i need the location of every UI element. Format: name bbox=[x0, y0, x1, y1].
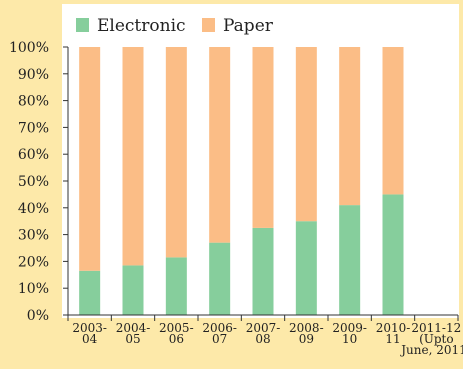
x-tick-label: 2007-08 bbox=[246, 321, 281, 346]
x-tick-label: 2004-05 bbox=[116, 321, 151, 346]
bars bbox=[79, 47, 404, 315]
x-tick-label: 2006-07 bbox=[202, 321, 237, 346]
bar-electronic-8 bbox=[382, 194, 404, 315]
x-tick-label: 2005-06 bbox=[159, 321, 194, 346]
y-tick-label: 70% bbox=[18, 120, 49, 136]
x-tick-label: 2003-04 bbox=[72, 321, 107, 346]
y-tick-label: 100% bbox=[9, 40, 49, 56]
bar-paper-5 bbox=[252, 47, 274, 228]
legend-label-paper: Paper bbox=[223, 16, 274, 36]
x-axis: 2003-04 2004-05 2005-06 2006-07 2007-08 2008-… bbox=[67, 314, 463, 357]
bar-electronic-7 bbox=[339, 205, 361, 315]
bar-electronic-1 bbox=[79, 270, 101, 315]
bar-electronic-6 bbox=[295, 221, 317, 315]
x-tick-label-line: 05 bbox=[125, 332, 140, 346]
x-tick-label-line: 2004- bbox=[116, 321, 151, 335]
x-tick-label-line: 06 bbox=[169, 332, 184, 346]
x-tick-label-line: 2005- bbox=[159, 321, 194, 335]
bar-electronic-4 bbox=[209, 242, 231, 315]
x-tick-label-line: 2011-12 bbox=[411, 321, 461, 335]
y-tick-label: 60% bbox=[18, 147, 49, 163]
x-tick-label-line: 2008- bbox=[289, 321, 324, 335]
y-tick-label: 90% bbox=[18, 67, 49, 83]
x-tick-label-line: 10 bbox=[342, 332, 357, 346]
bar-paper-3 bbox=[165, 47, 187, 258]
x-tick-label-line: 2007- bbox=[246, 321, 281, 335]
legend-swatch-paper bbox=[202, 18, 215, 32]
x-tick-label-line: 04 bbox=[82, 332, 98, 346]
y-tick-label: 80% bbox=[18, 94, 49, 110]
bar-paper-6 bbox=[295, 47, 317, 222]
x-tick-label-line: (Upto bbox=[419, 332, 454, 346]
bar-paper-8 bbox=[382, 47, 404, 195]
bar-electronic-5 bbox=[252, 227, 274, 315]
bar-paper-2 bbox=[122, 47, 144, 266]
x-tick-label: 2008-09 bbox=[289, 321, 324, 346]
x-tick-label-line: 09 bbox=[299, 332, 314, 346]
y-axis: 0% 10% 20% 30% 40% 50% 60% 70% 80% 90% 100% bbox=[9, 40, 69, 324]
legend-swatch-electronic bbox=[76, 18, 89, 32]
y-tick-label: 30% bbox=[18, 228, 49, 244]
bar-electronic-3 bbox=[165, 257, 187, 315]
y-tick-label: 40% bbox=[18, 201, 49, 217]
y-tick-label: 20% bbox=[18, 254, 49, 270]
y-tick-label: 10% bbox=[18, 281, 49, 297]
x-tick-label-line: 2009- bbox=[332, 321, 367, 335]
x-tick-label-line: 2003- bbox=[72, 321, 107, 335]
x-tick-label: 2010-11 bbox=[376, 321, 411, 346]
x-tick-label-line: 07 bbox=[212, 332, 227, 346]
bar-paper-4 bbox=[209, 47, 231, 243]
x-tick-label-line: June, 2011) bbox=[399, 343, 463, 357]
x-tick-label-line: 2006- bbox=[202, 321, 237, 335]
x-tick-label-line: 11 bbox=[385, 332, 400, 346]
bar-electronic-2 bbox=[122, 265, 144, 315]
bar-paper-7 bbox=[339, 47, 361, 206]
x-tick-label: 2009-10 bbox=[332, 321, 367, 346]
y-tick-label: 50% bbox=[18, 174, 49, 190]
x-tick-label-line: 08 bbox=[255, 332, 270, 346]
bar-paper-1 bbox=[79, 47, 101, 271]
legend: Electronic Paper bbox=[76, 16, 274, 36]
x-tick-label-line: 2010- bbox=[376, 321, 411, 335]
legend-label-electronic: Electronic bbox=[97, 16, 186, 36]
y-tick-label: 0% bbox=[27, 308, 49, 324]
